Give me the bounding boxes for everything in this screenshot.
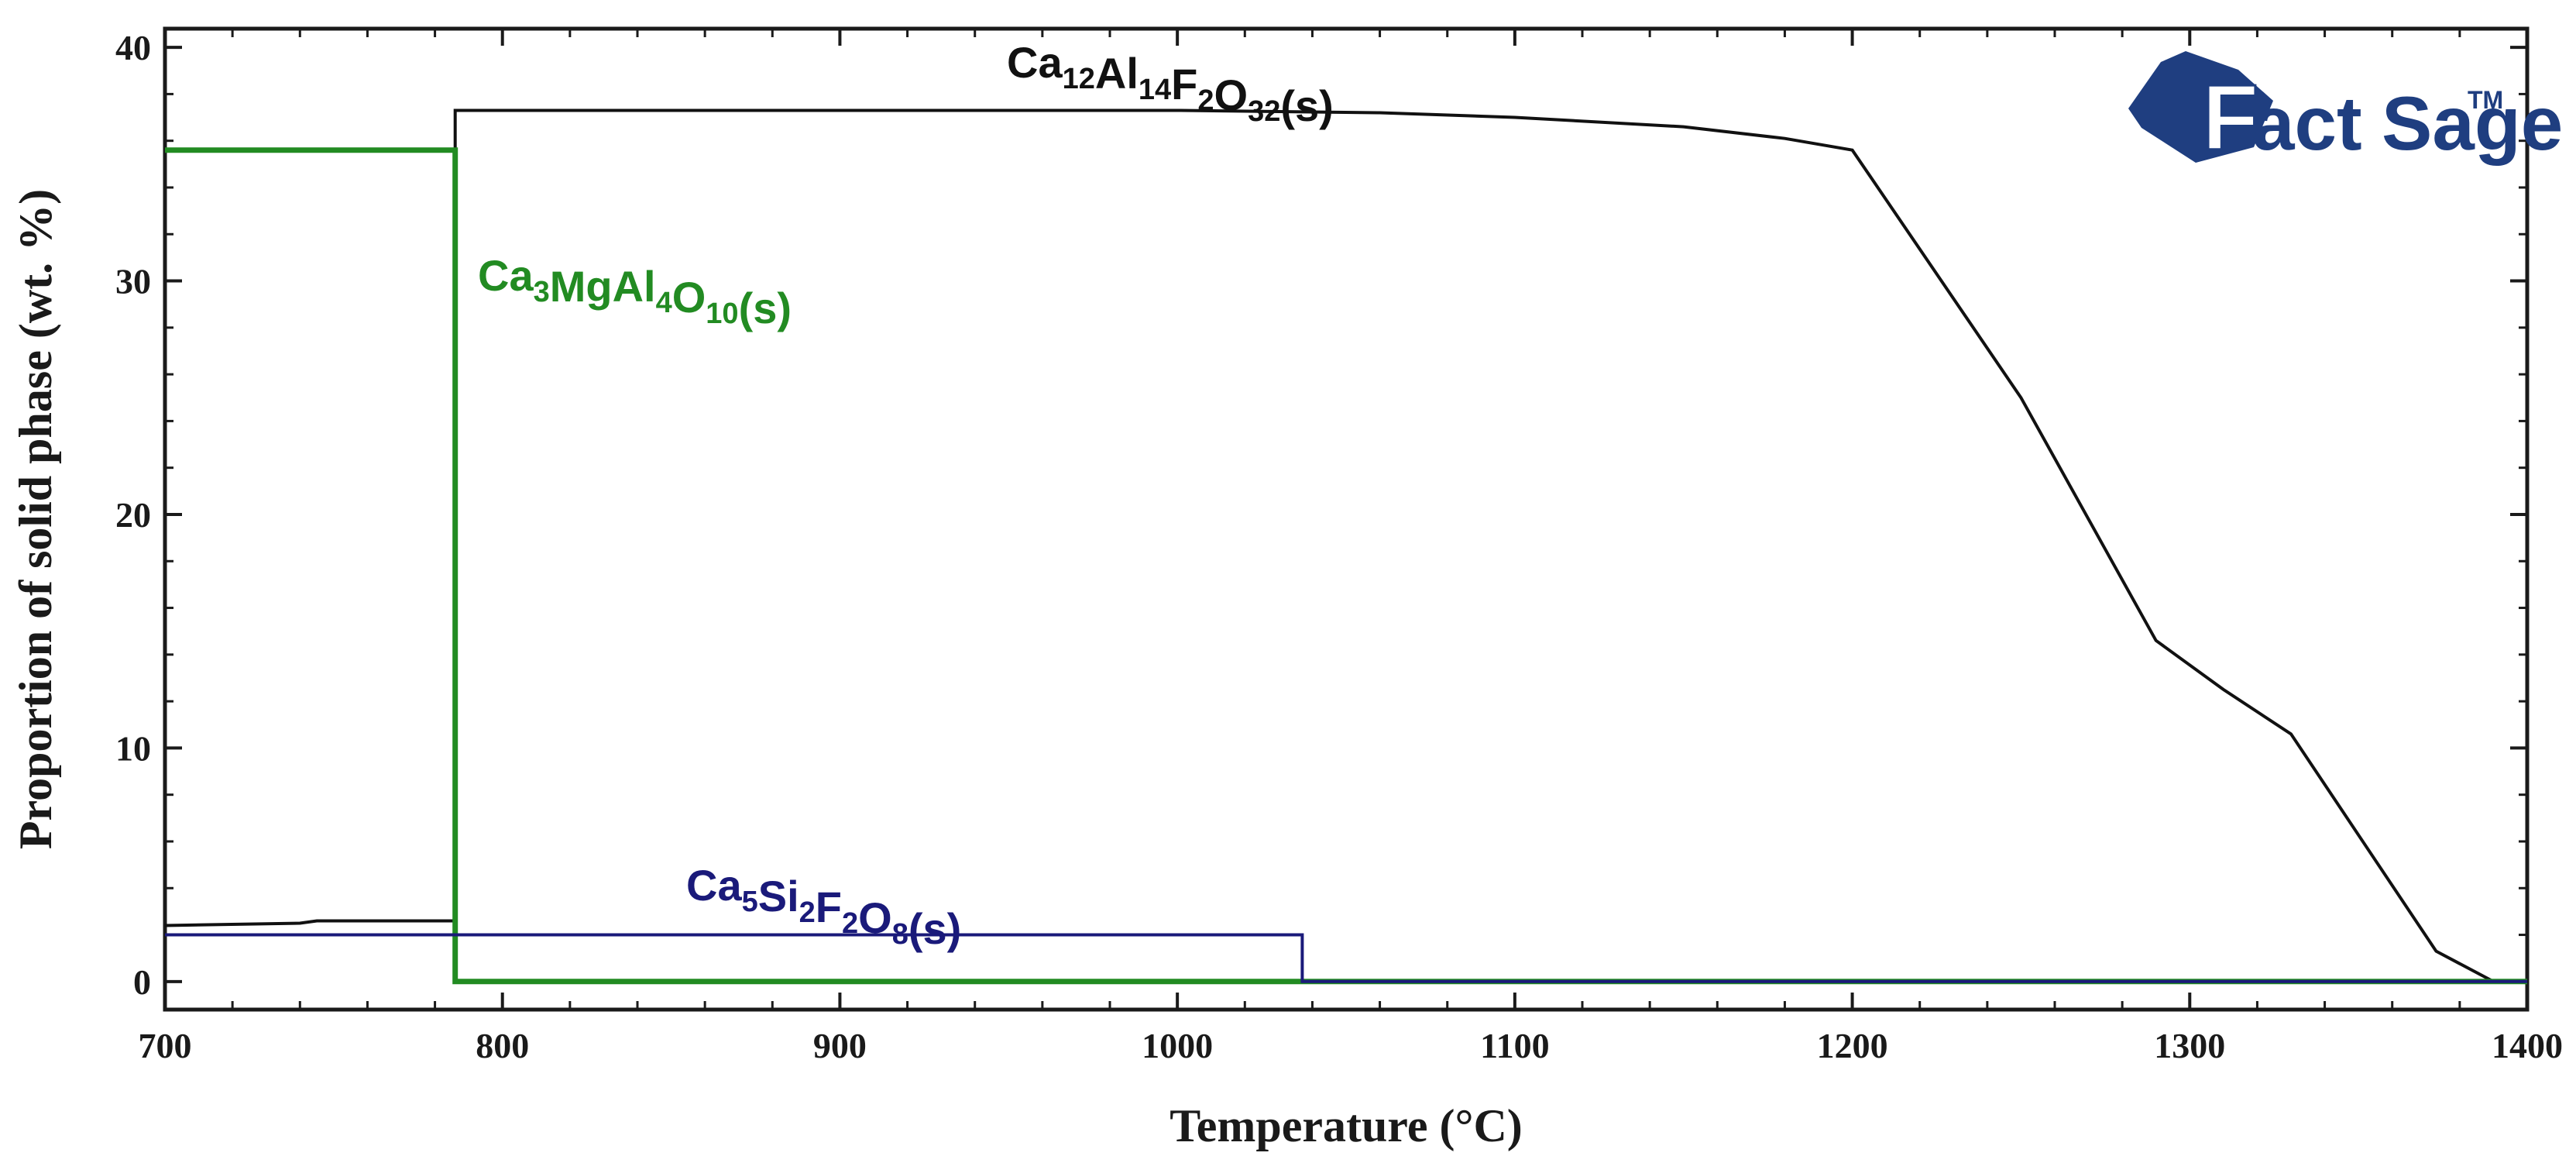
x-axis-title: Temperature (°C) xyxy=(1170,1100,1523,1151)
series-line-ca5si2f2o8-s xyxy=(165,933,2527,983)
logo-trademark: TM xyxy=(2468,86,2503,114)
logo-brand-first: F xyxy=(2202,66,2258,170)
x-tick-label: 700 xyxy=(139,1026,192,1065)
series-label-ca3mgal4o10: Ca3MgAl4O10(s) xyxy=(478,251,792,332)
y-tick-label: 30 xyxy=(115,262,151,301)
x-tick-label: 800 xyxy=(476,1026,529,1065)
logo-brand-second: act xyxy=(2252,81,2362,166)
series-lines xyxy=(164,108,2527,985)
logo-diamond-shape xyxy=(2128,51,2273,163)
x-tick-label: 900 xyxy=(813,1026,867,1065)
plot-frame xyxy=(163,26,2530,1012)
x-tick-label: 1400 xyxy=(2492,1026,2563,1065)
axis-ticks xyxy=(163,29,2529,1010)
y-tick-label: 0 xyxy=(133,962,151,1002)
x-tick-label: 1200 xyxy=(1817,1026,1888,1065)
x-tick-label: 1100 xyxy=(1480,1026,1549,1065)
x-tick-label: 1300 xyxy=(2154,1026,2225,1065)
x-tick-label: 1000 xyxy=(1142,1026,1213,1065)
y-tick-label: 40 xyxy=(115,28,151,67)
series-line-ca12al14f2o32-s xyxy=(164,108,2527,983)
series-label-ca12al14f2o32: Ca12Al14F2O32(s) xyxy=(1007,38,1334,130)
y-axis-title: Proportion of solid phase (wt. %) xyxy=(10,189,61,849)
y-tick-label: 20 xyxy=(115,495,151,535)
axis-tick-labels: 700 800 900 1000 1100 1200 1300 1400 0 10 20 30 40 xyxy=(115,28,2563,1065)
series-label-ca5si2f2o8: Ca5Si2F2O8(s) xyxy=(686,861,961,953)
y-tick-label: 10 xyxy=(115,728,151,768)
logo-brand-third: Sage xyxy=(2382,81,2563,166)
factsage-logo: F act Sage TM xyxy=(2128,51,2563,171)
